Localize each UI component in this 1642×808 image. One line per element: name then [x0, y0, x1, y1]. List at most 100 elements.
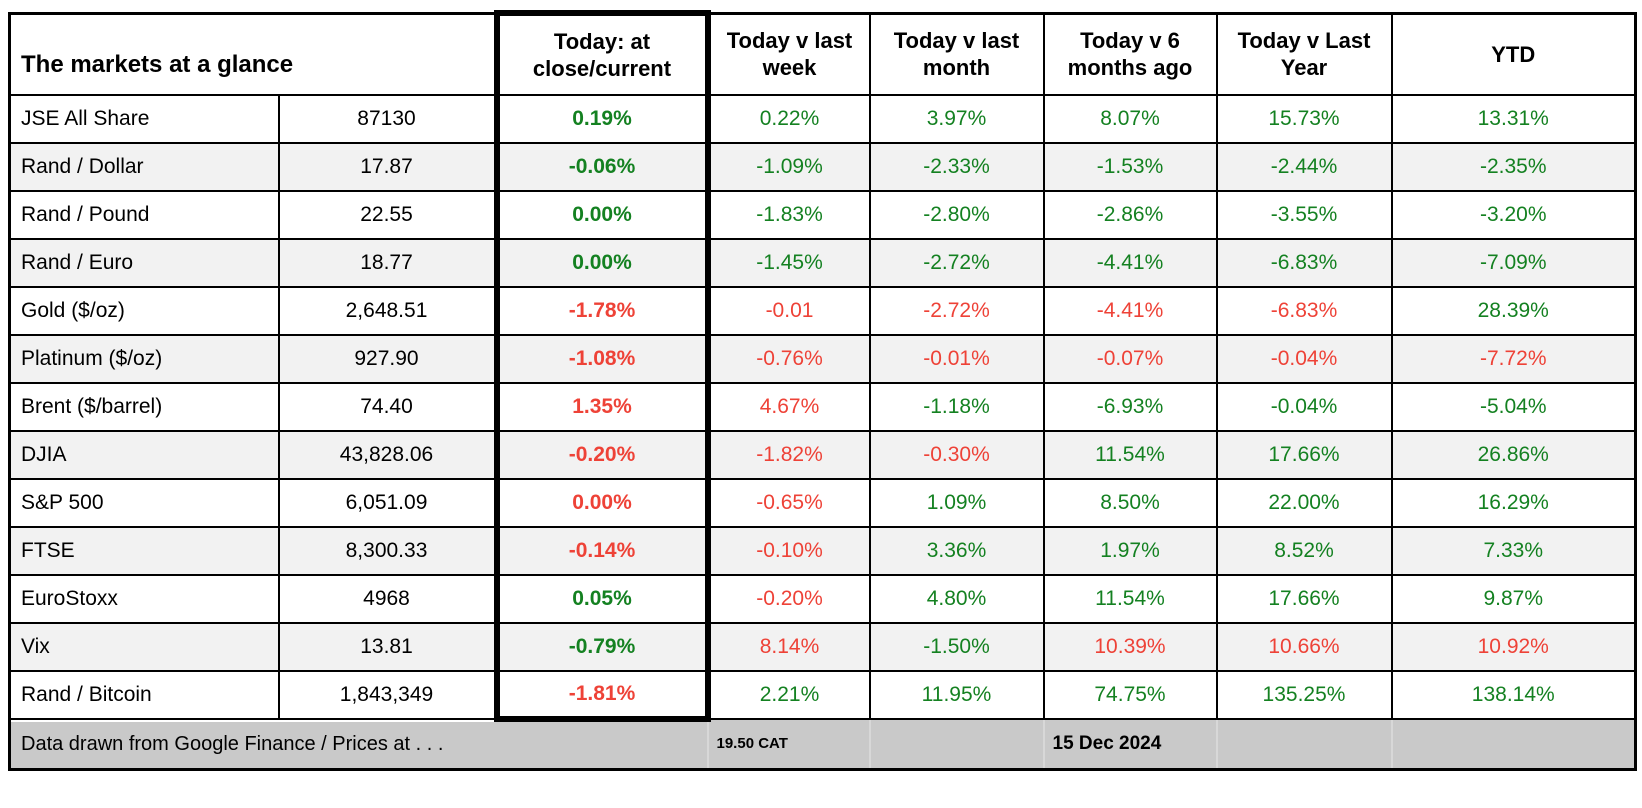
- cell-year: 17.66%: [1215, 430, 1393, 480]
- cell-ytd: 7.33%: [1390, 526, 1637, 576]
- row-value: 22.55: [277, 190, 498, 240]
- cell-year: -3.55%: [1215, 190, 1393, 240]
- cell-ytd: 9.87%: [1390, 574, 1637, 624]
- cell-month: 1.09%: [868, 478, 1045, 528]
- cell-month: -0.30%: [868, 430, 1045, 480]
- table-row: Rand / Euro 18.77 0.00% -1.45% -2.72% -4.41% -…: [8, 238, 1637, 288]
- col-header-today: Today: at close/current: [493, 10, 711, 96]
- markets-table: The markets at a glance Today: at close/…: [8, 10, 1637, 771]
- footer-empty-cell: [868, 718, 1045, 771]
- cell-year: 15.73%: [1215, 94, 1393, 144]
- cell-month: -1.18%: [868, 382, 1045, 432]
- row-label: Platinum ($/oz): [8, 334, 280, 384]
- cell-year: -6.83%: [1215, 286, 1393, 336]
- footer-empty-cell: [1215, 718, 1393, 771]
- row-value: 87130: [277, 94, 498, 144]
- cell-month: 11.95%: [868, 670, 1045, 720]
- cell-week: 2.21%: [706, 670, 871, 720]
- cell-6months: 11.54%: [1042, 574, 1218, 624]
- table-row: Rand / Dollar 17.87 -0.06% -1.09% -2.33% -1.5…: [8, 142, 1637, 192]
- cell-6months: 11.54%: [1042, 430, 1218, 480]
- cell-6months: 8.50%: [1042, 478, 1218, 528]
- footer-empty-cell: [1390, 718, 1637, 771]
- footer-source-note: Data drawn from Google Finance / Prices …: [8, 718, 709, 771]
- col-header-ytd: YTD: [1390, 12, 1637, 96]
- cell-week: 8.14%: [706, 622, 871, 672]
- row-label: DJIA: [8, 430, 280, 480]
- row-label: Rand / Euro: [8, 238, 280, 288]
- cell-month: -2.72%: [868, 286, 1045, 336]
- cell-6months: -4.41%: [1042, 286, 1218, 336]
- row-value: 6,051.09: [277, 478, 498, 528]
- cell-6months: 74.75%: [1042, 670, 1218, 720]
- row-label: Rand / Pound: [8, 190, 280, 240]
- cell-today: 1.35%: [493, 382, 711, 432]
- row-value: 43,828.06: [277, 430, 498, 480]
- table-row: EuroStoxx 4968 0.05% -0.20% 4.80% 11.54% 17.66…: [8, 574, 1637, 624]
- cell-month: 3.36%: [868, 526, 1045, 576]
- cell-year: -6.83%: [1215, 238, 1393, 288]
- cell-year: 10.66%: [1215, 622, 1393, 672]
- cell-week: -1.82%: [706, 430, 871, 480]
- footer-time: 19.50 CAT: [706, 718, 871, 771]
- cell-year: 17.66%: [1215, 574, 1393, 624]
- cell-ytd: 138.14%: [1390, 670, 1637, 720]
- cell-today: -1.78%: [493, 286, 711, 336]
- cell-6months: 1.97%: [1042, 526, 1218, 576]
- cell-week: -0.20%: [706, 574, 871, 624]
- cell-today: -1.81%: [493, 670, 711, 722]
- cell-6months: 10.39%: [1042, 622, 1218, 672]
- cell-6months: 8.07%: [1042, 94, 1218, 144]
- cell-today: -0.79%: [493, 622, 711, 672]
- cell-year: -0.04%: [1215, 382, 1393, 432]
- cell-year: 8.52%: [1215, 526, 1393, 576]
- table-row: Rand / Bitcoin 1,843,349 -1.81% 2.21% 11.95%…: [8, 670, 1637, 722]
- cell-week: -1.83%: [706, 190, 871, 240]
- cell-today: 0.00%: [493, 190, 711, 240]
- table-row: S&P 500 6,051.09 0.00% -0.65% 1.09% 8.50% 22.0…: [8, 478, 1637, 528]
- cell-ytd: 16.29%: [1390, 478, 1637, 528]
- header-row: The markets at a glance Today: at close/…: [8, 10, 1637, 96]
- row-label: EuroStoxx: [8, 574, 280, 624]
- cell-week: 4.67%: [706, 382, 871, 432]
- row-value: 1,843,349: [277, 670, 498, 720]
- cell-today: -1.08%: [493, 334, 711, 384]
- col-header-month: Today v last month: [868, 12, 1045, 96]
- cell-ytd: -7.09%: [1390, 238, 1637, 288]
- table-row: JSE All Share 87130 0.19% 0.22% 3.97% 8.07% 15…: [8, 94, 1637, 144]
- row-label: Rand / Bitcoin: [8, 670, 280, 720]
- cell-week: -0.01: [706, 286, 871, 336]
- cell-year: 135.25%: [1215, 670, 1393, 720]
- table-row: FTSE 8,300.33 -0.14% -0.10% 3.36% 1.97% 8.52% 7…: [8, 526, 1637, 576]
- cell-ytd: -7.72%: [1390, 334, 1637, 384]
- col-header-6months: Today v 6 months ago: [1042, 12, 1218, 96]
- cell-month: -1.50%: [868, 622, 1045, 672]
- cell-ytd: -2.35%: [1390, 142, 1637, 192]
- cell-6months: -4.41%: [1042, 238, 1218, 288]
- row-label: Rand / Dollar: [8, 142, 280, 192]
- row-value: 74.40: [277, 382, 498, 432]
- cell-month: -0.01%: [868, 334, 1045, 384]
- cell-ytd: 28.39%: [1390, 286, 1637, 336]
- cell-6months: -2.86%: [1042, 190, 1218, 240]
- cell-week: -0.10%: [706, 526, 871, 576]
- footer-row: Data drawn from Google Finance / Prices …: [8, 718, 1637, 771]
- cell-today: -0.20%: [493, 430, 711, 480]
- cell-month: 3.97%: [868, 94, 1045, 144]
- cell-today: 0.00%: [493, 238, 711, 288]
- cell-ytd: 13.31%: [1390, 94, 1637, 144]
- cell-ytd: 10.92%: [1390, 622, 1637, 672]
- row-label: S&P 500: [8, 478, 280, 528]
- cell-today: -0.14%: [493, 526, 711, 576]
- col-header-week: Today v last week: [706, 12, 871, 96]
- row-label: JSE All Share: [8, 94, 280, 144]
- cell-week: -1.09%: [706, 142, 871, 192]
- cell-week: -0.65%: [706, 478, 871, 528]
- table-row: Brent ($/barrel) 74.40 1.35% 4.67% -1.18% -6.…: [8, 382, 1637, 432]
- table-row: Rand / Pound 22.55 0.00% -1.83% -2.80% -2.86%…: [8, 190, 1637, 240]
- cell-month: -2.33%: [868, 142, 1045, 192]
- cell-ytd: -5.04%: [1390, 382, 1637, 432]
- row-label: Vix: [8, 622, 280, 672]
- table-row: Vix 13.81 -0.79% 8.14% -1.50% 10.39% 10.66% 10.…: [8, 622, 1637, 672]
- row-value: 17.87: [277, 142, 498, 192]
